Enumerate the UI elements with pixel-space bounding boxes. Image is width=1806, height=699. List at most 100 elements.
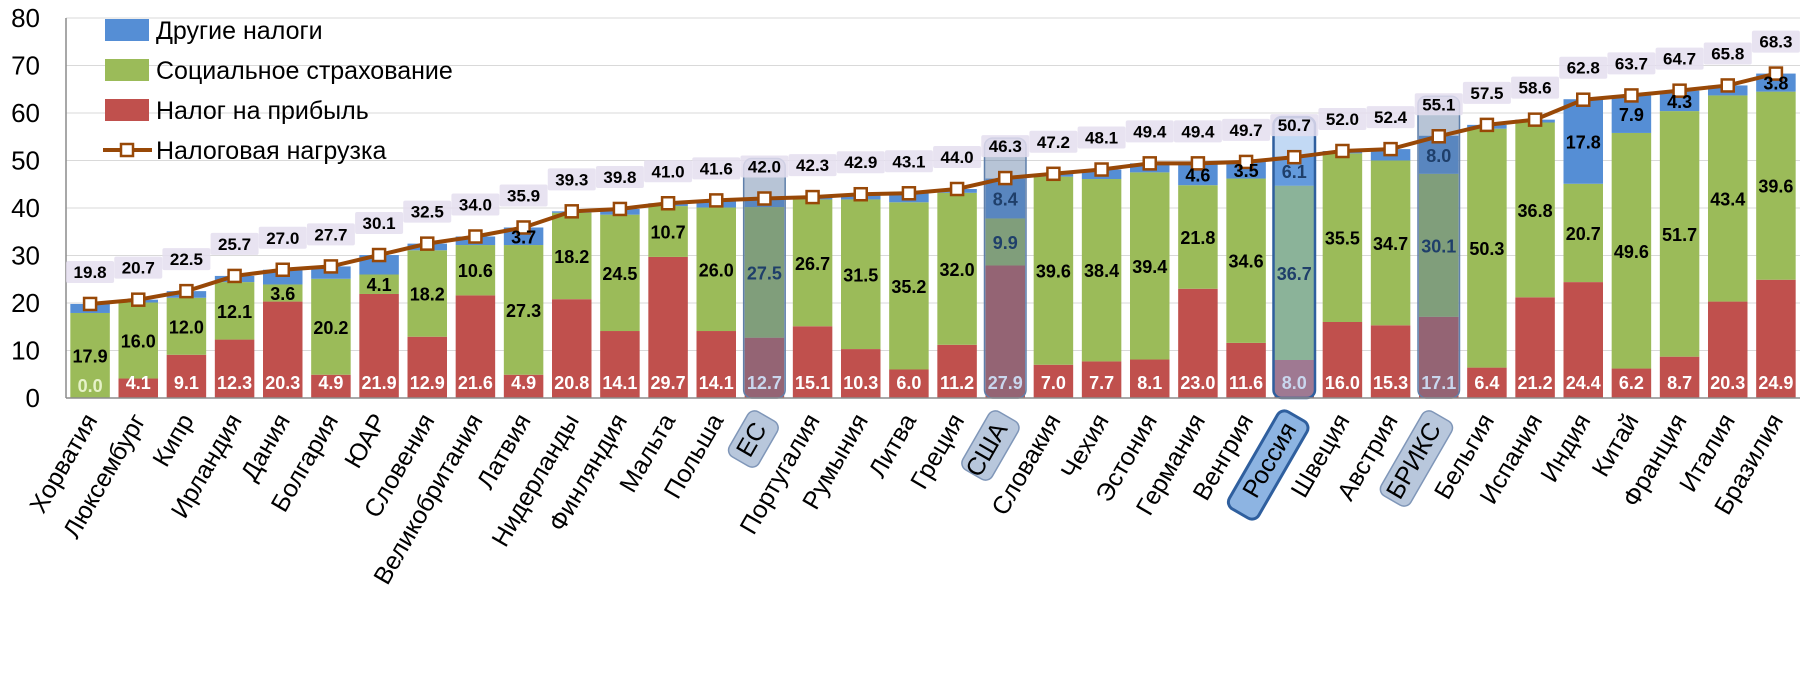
segment-label: 0.0 bbox=[78, 376, 103, 396]
segment-label: 34.7 bbox=[1373, 234, 1408, 254]
line-marker bbox=[132, 294, 144, 306]
segment-label: 30.1 bbox=[1421, 236, 1456, 256]
segment-label: 16.0 bbox=[121, 332, 156, 352]
segment-label: 39.6 bbox=[1036, 262, 1071, 282]
line-marker bbox=[1096, 164, 1108, 176]
line-marker bbox=[758, 193, 770, 205]
total-label: 20.7 bbox=[122, 259, 155, 278]
segment-label: 49.6 bbox=[1614, 242, 1649, 262]
segment-label: 8.4 bbox=[993, 190, 1018, 210]
segment-label: 36.8 bbox=[1518, 201, 1553, 221]
segment-label: 17.1 bbox=[1421, 373, 1456, 393]
segment-label: 12.7 bbox=[747, 373, 782, 393]
segment-label: 4.3 bbox=[1667, 92, 1692, 112]
segment-label: 4.9 bbox=[511, 373, 536, 393]
segment-label: 21.6 bbox=[458, 373, 493, 393]
segment-label: 9.9 bbox=[993, 233, 1018, 253]
total-label: 49.4 bbox=[1181, 122, 1215, 141]
total-label: 52.0 bbox=[1326, 110, 1359, 129]
total-label: 68.3 bbox=[1759, 33, 1792, 52]
segment-label: 12.0 bbox=[169, 317, 204, 337]
segment-label: 11.2 bbox=[940, 373, 974, 393]
segment-label: 3.8 bbox=[1763, 74, 1788, 94]
segment-label: 12.9 bbox=[410, 373, 445, 393]
legend: Другие налогиСоциальное страхованиеНалог… bbox=[103, 17, 453, 165]
total-label: 42.3 bbox=[796, 156, 829, 175]
segment-label: 34.6 bbox=[1229, 252, 1264, 272]
y-tick-label: 70 bbox=[11, 51, 40, 81]
segment-label: 7.0 bbox=[1041, 373, 1066, 393]
line-marker bbox=[1481, 119, 1493, 131]
segment-label: 9.1 bbox=[174, 373, 199, 393]
segment-label: 4.1 bbox=[126, 373, 151, 393]
total-label: 48.1 bbox=[1085, 129, 1118, 148]
total-label: 63.7 bbox=[1615, 54, 1648, 73]
y-tick-label: 40 bbox=[11, 193, 40, 223]
line-marker bbox=[421, 238, 433, 250]
line-marker bbox=[614, 203, 626, 215]
segment-label: 15.1 bbox=[795, 373, 830, 393]
segment-label: 20.2 bbox=[313, 318, 348, 338]
y-tick-label: 50 bbox=[11, 146, 40, 176]
total-label: 44.0 bbox=[941, 148, 974, 167]
segment-label: 27.5 bbox=[747, 263, 782, 283]
line-marker bbox=[1047, 168, 1059, 180]
total-label: 34.0 bbox=[459, 196, 492, 215]
segment-label: 20.8 bbox=[554, 373, 589, 393]
line-marker bbox=[469, 231, 481, 243]
line-marker bbox=[1529, 114, 1541, 126]
total-label: 42.9 bbox=[844, 153, 877, 172]
segment-label: 7.9 bbox=[1619, 105, 1644, 125]
segment-label: 24.9 bbox=[1758, 373, 1793, 393]
segment-label: 27.3 bbox=[506, 301, 541, 321]
segment-label: 6.1 bbox=[1282, 162, 1307, 182]
segment-label: 8.1 bbox=[1137, 373, 1162, 393]
segment-label: 24.4 bbox=[1566, 373, 1601, 393]
total-label: 25.7 bbox=[218, 235, 251, 254]
legend-swatch bbox=[105, 99, 149, 121]
segment-label: 16.0 bbox=[1325, 373, 1360, 393]
total-label: 41.6 bbox=[700, 159, 733, 178]
segment-label: 6.4 bbox=[1474, 373, 1499, 393]
segment-label: 35.2 bbox=[891, 277, 926, 297]
total-label: 57.5 bbox=[1470, 84, 1503, 103]
line-marker bbox=[277, 264, 289, 276]
segment-label: 12.1 bbox=[217, 302, 252, 322]
segment-label: 20.3 bbox=[265, 373, 300, 393]
total-label: 55.1 bbox=[1422, 95, 1455, 114]
y-tick-label: 30 bbox=[11, 241, 40, 271]
total-label: 62.8 bbox=[1567, 59, 1600, 78]
line-marker bbox=[662, 197, 674, 209]
legend-label: Социальное страхование bbox=[156, 57, 453, 85]
x-tick-label: Индия bbox=[1535, 409, 1596, 487]
segment-label: 43.4 bbox=[1710, 190, 1745, 210]
segment-label: 3.7 bbox=[511, 227, 536, 247]
line-marker bbox=[855, 188, 867, 200]
segment-label: 7.7 bbox=[1089, 373, 1114, 393]
segment-label: 8.7 bbox=[1667, 373, 1692, 393]
segment-label: 4.6 bbox=[1185, 165, 1210, 185]
line-marker bbox=[1577, 94, 1589, 106]
total-label: 32.5 bbox=[411, 203, 444, 222]
legend-swatch bbox=[105, 19, 149, 41]
segment-label: 39.6 bbox=[1758, 177, 1793, 197]
y-axis: 01020304050607080 bbox=[11, 3, 66, 413]
segment-label: 27.9 bbox=[988, 373, 1023, 393]
total-label: 43.1 bbox=[892, 152, 925, 171]
segment-label: 21.9 bbox=[362, 373, 397, 393]
segment-label: 38.4 bbox=[1084, 261, 1119, 281]
segment-label: 14.1 bbox=[602, 373, 637, 393]
line-marker bbox=[373, 249, 385, 261]
line-marker bbox=[84, 298, 96, 310]
segment-label: 26.0 bbox=[699, 260, 734, 280]
line-marker bbox=[229, 270, 241, 282]
total-label: 52.4 bbox=[1374, 108, 1408, 127]
segment-label: 21.8 bbox=[1180, 228, 1215, 248]
segment-label: 32.0 bbox=[940, 260, 975, 280]
y-tick-label: 0 bbox=[26, 383, 40, 413]
segment-label: 35.5 bbox=[1325, 229, 1360, 249]
total-label: 49.4 bbox=[1133, 122, 1167, 141]
line-marker bbox=[180, 285, 192, 297]
